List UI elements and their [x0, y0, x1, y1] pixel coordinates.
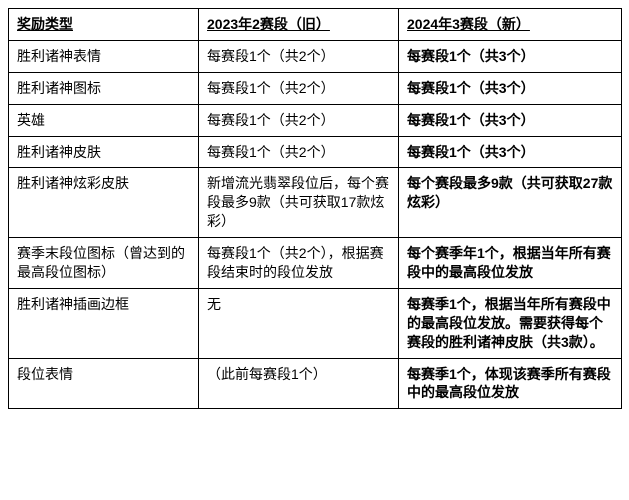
cell-type: 胜利诸神皮肤 [9, 136, 199, 168]
cell-type: 赛季末段位图标（曾达到的最高段位图标） [9, 238, 199, 289]
cell-type: 英雄 [9, 104, 199, 136]
cell-old: 每赛段1个（共2个），根据赛段结束时的段位发放 [199, 238, 399, 289]
col-header-old: 2023年2赛段（旧） [199, 9, 399, 41]
table-row: 胜利诸神图标 每赛段1个（共2个） 每赛段1个（共3个） [9, 72, 622, 104]
cell-new: 每个赛季年1个，根据当年所有赛段中的最高段位发放 [399, 238, 622, 289]
cell-new: 每赛段1个（共3个） [399, 40, 622, 72]
cell-type: 段位表情 [9, 358, 199, 409]
cell-type: 胜利诸神插画边框 [9, 288, 199, 358]
cell-old: 每赛段1个（共2个） [199, 104, 399, 136]
cell-new: 每赛段1个（共3个） [399, 104, 622, 136]
table-row: 段位表情 （此前每赛段1个） 每赛季1个，体现该赛季所有赛段中的最高段位发放 [9, 358, 622, 409]
cell-type: 胜利诸神图标 [9, 72, 199, 104]
cell-type: 胜利诸神炫彩皮肤 [9, 168, 199, 238]
table-row: 胜利诸神炫彩皮肤 新增流光翡翠段位后，每个赛段最多9款（共可获取17款炫彩） 每… [9, 168, 622, 238]
cell-old: 每赛段1个（共2个） [199, 72, 399, 104]
cell-old: （此前每赛段1个） [199, 358, 399, 409]
col-header-type: 奖励类型 [9, 9, 199, 41]
cell-new: 每赛段1个（共3个） [399, 136, 622, 168]
cell-old: 每赛段1个（共2个） [199, 40, 399, 72]
cell-old: 每赛段1个（共2个） [199, 136, 399, 168]
table-row: 胜利诸神插画边框 无 每赛季1个，根据当年所有赛段中的最高段位发放。需要获得每个… [9, 288, 622, 358]
table-row: 赛季末段位图标（曾达到的最高段位图标） 每赛段1个（共2个），根据赛段结束时的段… [9, 238, 622, 289]
cell-old: 无 [199, 288, 399, 358]
col-header-new: 2024年3赛段（新） [399, 9, 622, 41]
table-row: 胜利诸神皮肤 每赛段1个（共2个） 每赛段1个（共3个） [9, 136, 622, 168]
cell-type: 胜利诸神表情 [9, 40, 199, 72]
cell-old: 新增流光翡翠段位后，每个赛段最多9款（共可获取17款炫彩） [199, 168, 399, 238]
table-row: 胜利诸神表情 每赛段1个（共2个） 每赛段1个（共3个） [9, 40, 622, 72]
reward-comparison-table: 奖励类型 2023年2赛段（旧） 2024年3赛段（新） 胜利诸神表情 每赛段1… [8, 8, 622, 409]
table-header-row: 奖励类型 2023年2赛段（旧） 2024年3赛段（新） [9, 9, 622, 41]
cell-new: 每赛季1个，根据当年所有赛段中的最高段位发放。需要获得每个赛段的胜利诸神皮肤（共… [399, 288, 622, 358]
table-row: 英雄 每赛段1个（共2个） 每赛段1个（共3个） [9, 104, 622, 136]
cell-new: 每赛季1个，体现该赛季所有赛段中的最高段位发放 [399, 358, 622, 409]
cell-new: 每赛段1个（共3个） [399, 72, 622, 104]
cell-new: 每个赛段最多9款（共可获取27款炫彩） [399, 168, 622, 238]
